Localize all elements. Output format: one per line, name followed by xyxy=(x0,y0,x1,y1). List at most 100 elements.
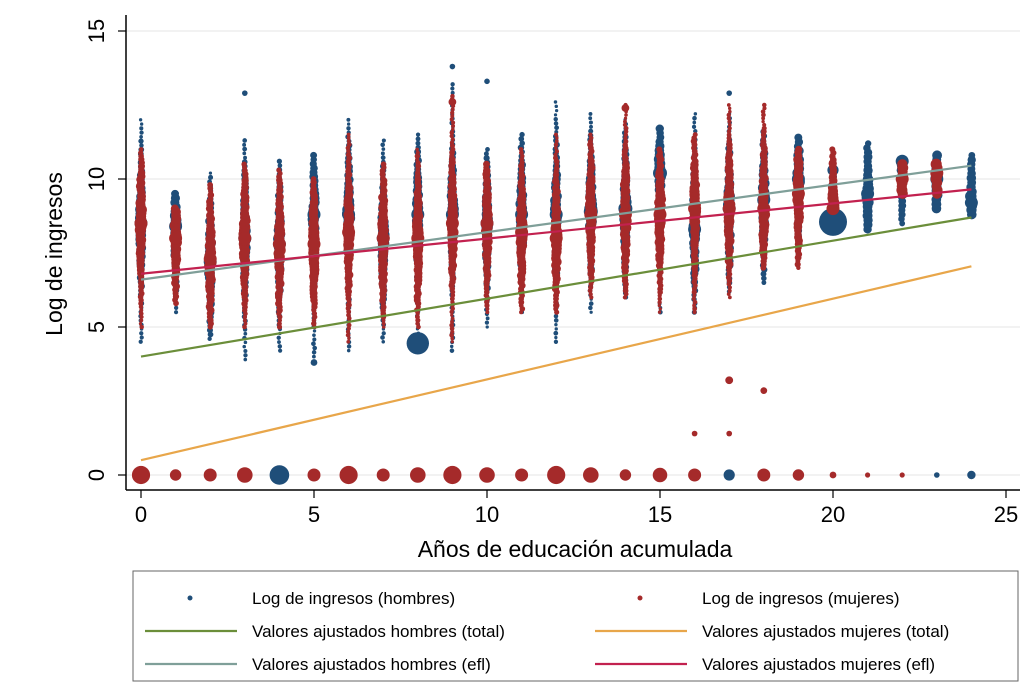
hombres-point-x7 xyxy=(381,340,386,344)
mujeres-point-x9 xyxy=(449,117,454,122)
mujeres-point-x11 xyxy=(518,147,524,152)
mujeres-point-x6 xyxy=(345,152,352,158)
legend-marker-dot xyxy=(187,595,193,601)
mujeres-point-x12 xyxy=(553,155,559,161)
mujeres-point-x17 xyxy=(726,116,731,121)
mujeres-point-mode-x1 xyxy=(169,231,183,245)
mujeres-point-x16 xyxy=(691,430,698,437)
legend-label: Valores ajustados hombres (total) xyxy=(252,622,505,641)
legend-label: Log de ingresos (mujeres) xyxy=(702,589,899,608)
mujeres-point-mode-x4 xyxy=(272,237,286,251)
hombres-point-x10 xyxy=(483,154,490,162)
mujeres-point-mode-x16 xyxy=(688,202,702,216)
tick-labels: 0 5 10 15 20 25 0 5 10 15 xyxy=(84,19,1018,527)
hombres-point-x24 xyxy=(967,470,976,480)
hombres-point-x4 xyxy=(269,465,290,485)
mujeres-point-x3 xyxy=(241,161,247,167)
mujeres-point-x9 xyxy=(449,143,455,149)
hombres-point-x7 xyxy=(381,138,386,143)
hombres-point-x7 xyxy=(380,142,386,148)
mujeres-point-x16 xyxy=(688,468,702,482)
hombres-point-x3 xyxy=(243,348,248,353)
mujeres-point-x9 xyxy=(450,107,455,112)
mujeres-point-x2 xyxy=(203,468,217,482)
hombres-point-x5 xyxy=(311,350,317,355)
hombres-point-x8 xyxy=(415,132,421,137)
mujeres-point-x3 xyxy=(243,318,248,323)
mujeres-point-x1 xyxy=(170,204,179,213)
hombres-point-x11 xyxy=(519,131,525,138)
mujeres-point-x15 xyxy=(658,307,662,311)
hombres-point-x10 xyxy=(483,151,489,157)
mujeres-point-x9 xyxy=(450,137,455,142)
legend-box xyxy=(132,570,1019,682)
mujeres-point-mode-x18 xyxy=(757,202,771,216)
mujeres-point-x5 xyxy=(310,176,317,182)
hombres-point-x0 xyxy=(139,143,144,148)
hombres-point-x3 xyxy=(243,155,248,160)
hombres-point-x12 xyxy=(554,327,558,331)
hombres-point-x11 xyxy=(519,140,525,147)
mujeres-point-x6 xyxy=(346,339,351,344)
hombres-point-x3 xyxy=(242,146,248,152)
hombres-point-x1 xyxy=(173,310,179,315)
mujeres-point-x17 xyxy=(727,123,732,127)
mujeres-point-x12 xyxy=(554,139,559,144)
mujeres-point-x17 xyxy=(726,430,733,437)
hombres-point-mode-x21 xyxy=(861,187,875,201)
mujeres-point-x17 xyxy=(726,129,732,134)
mujeres-point-x18 xyxy=(761,112,766,118)
y-tick-label: 0 xyxy=(84,469,109,481)
hombres-point-x16 xyxy=(692,115,697,121)
mujeres-point-x3 xyxy=(243,321,248,326)
hombres-point-x10 xyxy=(485,316,490,321)
mujeres-point-x14 xyxy=(623,136,628,141)
hombres-point-x10 xyxy=(484,78,490,85)
hombres-point-x13 xyxy=(588,111,593,116)
mujeres-point-x8 xyxy=(415,147,419,152)
hombres-point-x0 xyxy=(139,135,143,139)
hombres-point-x0 xyxy=(139,335,144,340)
hombres-point-x9 xyxy=(450,86,455,91)
legend-marker-dot xyxy=(637,595,643,601)
mujeres-point-x2 xyxy=(207,182,214,188)
hombres-point-x3 xyxy=(242,142,247,147)
mujeres-point-x9 xyxy=(450,336,455,341)
hombres-point-x12 xyxy=(554,104,558,109)
x-tick-label: 5 xyxy=(308,502,320,527)
hombres-point-x3 xyxy=(242,90,248,96)
mujeres-point-x17 xyxy=(726,292,731,296)
hombres-point-x13 xyxy=(588,116,593,121)
hombres-point-x0 xyxy=(139,130,144,135)
hombres-point-x12 xyxy=(553,313,559,319)
mujeres-point-x9 xyxy=(449,140,455,145)
mujeres-point-x8 xyxy=(415,150,420,155)
mujeres-point-x9 xyxy=(450,319,454,324)
hombres-point-x4 xyxy=(277,344,283,349)
mujeres-point-x14 xyxy=(621,104,630,112)
mujeres-point-x18 xyxy=(762,106,767,111)
mujeres-point-x14 xyxy=(619,469,632,481)
mujeres-point-x12 xyxy=(553,142,559,147)
mujeres-point-x15 xyxy=(657,303,662,308)
mujeres-point-x3 xyxy=(237,467,253,483)
hombres-point-x15 xyxy=(655,124,664,133)
mujeres-point-x8 xyxy=(414,153,420,159)
hombres-point-x2 xyxy=(207,331,214,338)
mujeres-point-x6 xyxy=(339,465,358,485)
mujeres-point-x15 xyxy=(657,310,662,314)
mujeres-point-x16 xyxy=(692,310,697,315)
mujeres-point-mode-x9 xyxy=(445,216,459,230)
mujeres-point-x14 xyxy=(623,139,629,144)
hombres-point-x9 xyxy=(449,63,456,70)
hombres-point-x12 xyxy=(553,121,559,126)
mujeres-point-x12 xyxy=(547,465,566,485)
hombres-point-x4 xyxy=(277,340,281,344)
y-tick-label: 10 xyxy=(84,167,109,191)
hombres-point-x23 xyxy=(934,472,940,478)
hombres-point-x1 xyxy=(171,189,180,198)
mujeres-point-x18 xyxy=(757,468,771,482)
mujeres-point-x9 xyxy=(450,306,455,311)
mujeres-point-x0 xyxy=(138,322,143,326)
